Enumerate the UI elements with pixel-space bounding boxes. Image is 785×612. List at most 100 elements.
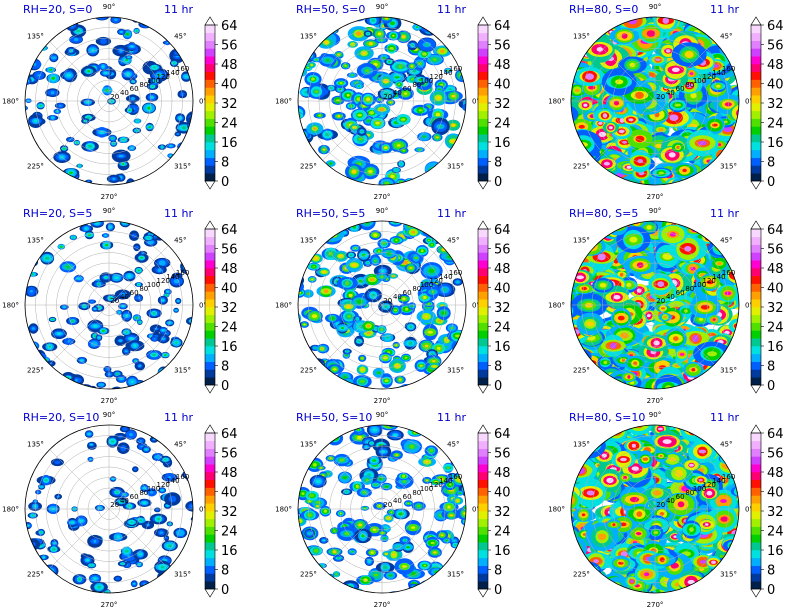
precip-cell [667, 215, 675, 220]
precip-cell [298, 125, 303, 137]
precip-cell [402, 297, 406, 301]
colorbar-swatch [205, 126, 215, 135]
precip-cell [315, 58, 318, 61]
radial-label: 60 [130, 289, 139, 297]
colorbar-tick-label: 64 [494, 19, 511, 34]
precip-cell [407, 181, 412, 185]
precip-cell [680, 383, 694, 389]
precip-cell [141, 252, 144, 254]
precip-cell [564, 112, 571, 118]
angle-label: 180° [2, 302, 19, 310]
precip-cell [612, 221, 617, 224]
precip-cell [52, 56, 55, 59]
colorbar-min-extension [204, 180, 216, 190]
precip-cell [683, 221, 697, 228]
precip-cell [169, 154, 172, 157]
colorbar-tick-label: 16 [494, 136, 511, 151]
precip-cell [424, 22, 434, 30]
precip-cell [664, 183, 680, 185]
precip-cell [175, 341, 178, 344]
precip-cell [658, 128, 664, 132]
radial-label: 80 [685, 81, 694, 89]
panel-title: RH=20, S=0 [23, 3, 92, 16]
precip-cell [147, 237, 150, 239]
precip-cell [191, 117, 193, 121]
precip-cell [434, 23, 446, 33]
precip-cell [385, 336, 390, 339]
precip-cell [361, 357, 364, 359]
precip-cell [669, 216, 673, 219]
precip-cell [627, 181, 632, 185]
angle-label: 180° [548, 98, 565, 106]
precip-cell [726, 152, 730, 156]
radial-label: 160 [449, 65, 462, 73]
precip-cell [106, 368, 109, 370]
precip-cell [734, 325, 739, 339]
precip-cell [93, 308, 96, 310]
colorbar-swatch [478, 299, 488, 308]
radial-label: 40 [120, 293, 129, 301]
precip-cell [424, 384, 431, 389]
precip-cell [691, 380, 701, 389]
precip-cell [408, 341, 413, 346]
angle-label: 315° [174, 163, 191, 171]
precip-cell [351, 221, 359, 225]
precip-cell [437, 346, 441, 350]
precip-cell [351, 74, 354, 77]
precip-cell [179, 44, 190, 51]
precip-cell [404, 388, 409, 389]
precip-cell [345, 350, 349, 353]
precip-cell [298, 127, 302, 136]
angle-label: 315° [720, 163, 737, 171]
precip-cell [671, 178, 688, 185]
precip-cell [735, 64, 739, 68]
precip-cell [461, 259, 466, 263]
precip-cell [740, 128, 747, 133]
precip-cell [299, 58, 303, 61]
precip-cell [745, 113, 749, 115]
precip-cell [436, 96, 441, 100]
colorbar-swatch [751, 149, 761, 158]
precip-cell [722, 152, 730, 159]
precip-cell [438, 319, 442, 322]
precip-cell [152, 353, 157, 357]
colorbar-swatch [205, 229, 215, 238]
colorbar-swatch [478, 229, 488, 238]
precip-cell [390, 174, 395, 179]
colorbar-swatch [751, 64, 761, 73]
precip-cell [298, 313, 299, 324]
precip-cell [681, 184, 692, 185]
colorbar-tick-label: 0 [767, 175, 775, 190]
precip-cell [83, 395, 85, 397]
precip-cell [191, 319, 193, 323]
angle-label: 45° [447, 32, 459, 40]
colorbar-tick-label: 56 [494, 243, 511, 258]
precip-cell [328, 174, 333, 178]
angular-gridline [381, 100, 442, 161]
precip-cell [338, 88, 342, 91]
precip-cell [191, 276, 193, 281]
angular-gridline [654, 41, 715, 102]
angular-gridline [49, 100, 110, 161]
precip-cell [322, 270, 326, 274]
precip-cell [668, 187, 676, 194]
precip-cell [365, 69, 370, 72]
precip-cell [571, 70, 573, 75]
precip-cell [346, 94, 350, 97]
precip-cell [25, 80, 26, 93]
precip-cell [20, 71, 23, 74]
colorbar-swatch [751, 25, 761, 34]
precip-cell [672, 180, 687, 185]
precip-cell [666, 11, 678, 17]
angle-label: 180° [2, 98, 19, 106]
precip-cell [635, 91, 644, 99]
precip-cell [298, 283, 299, 290]
precip-cell [118, 155, 124, 158]
colorbar-max-extension [477, 220, 489, 230]
angle-label: 90° [376, 3, 388, 11]
precip-cell [176, 133, 179, 135]
precip-cell [420, 382, 434, 389]
precip-cell [463, 338, 466, 344]
